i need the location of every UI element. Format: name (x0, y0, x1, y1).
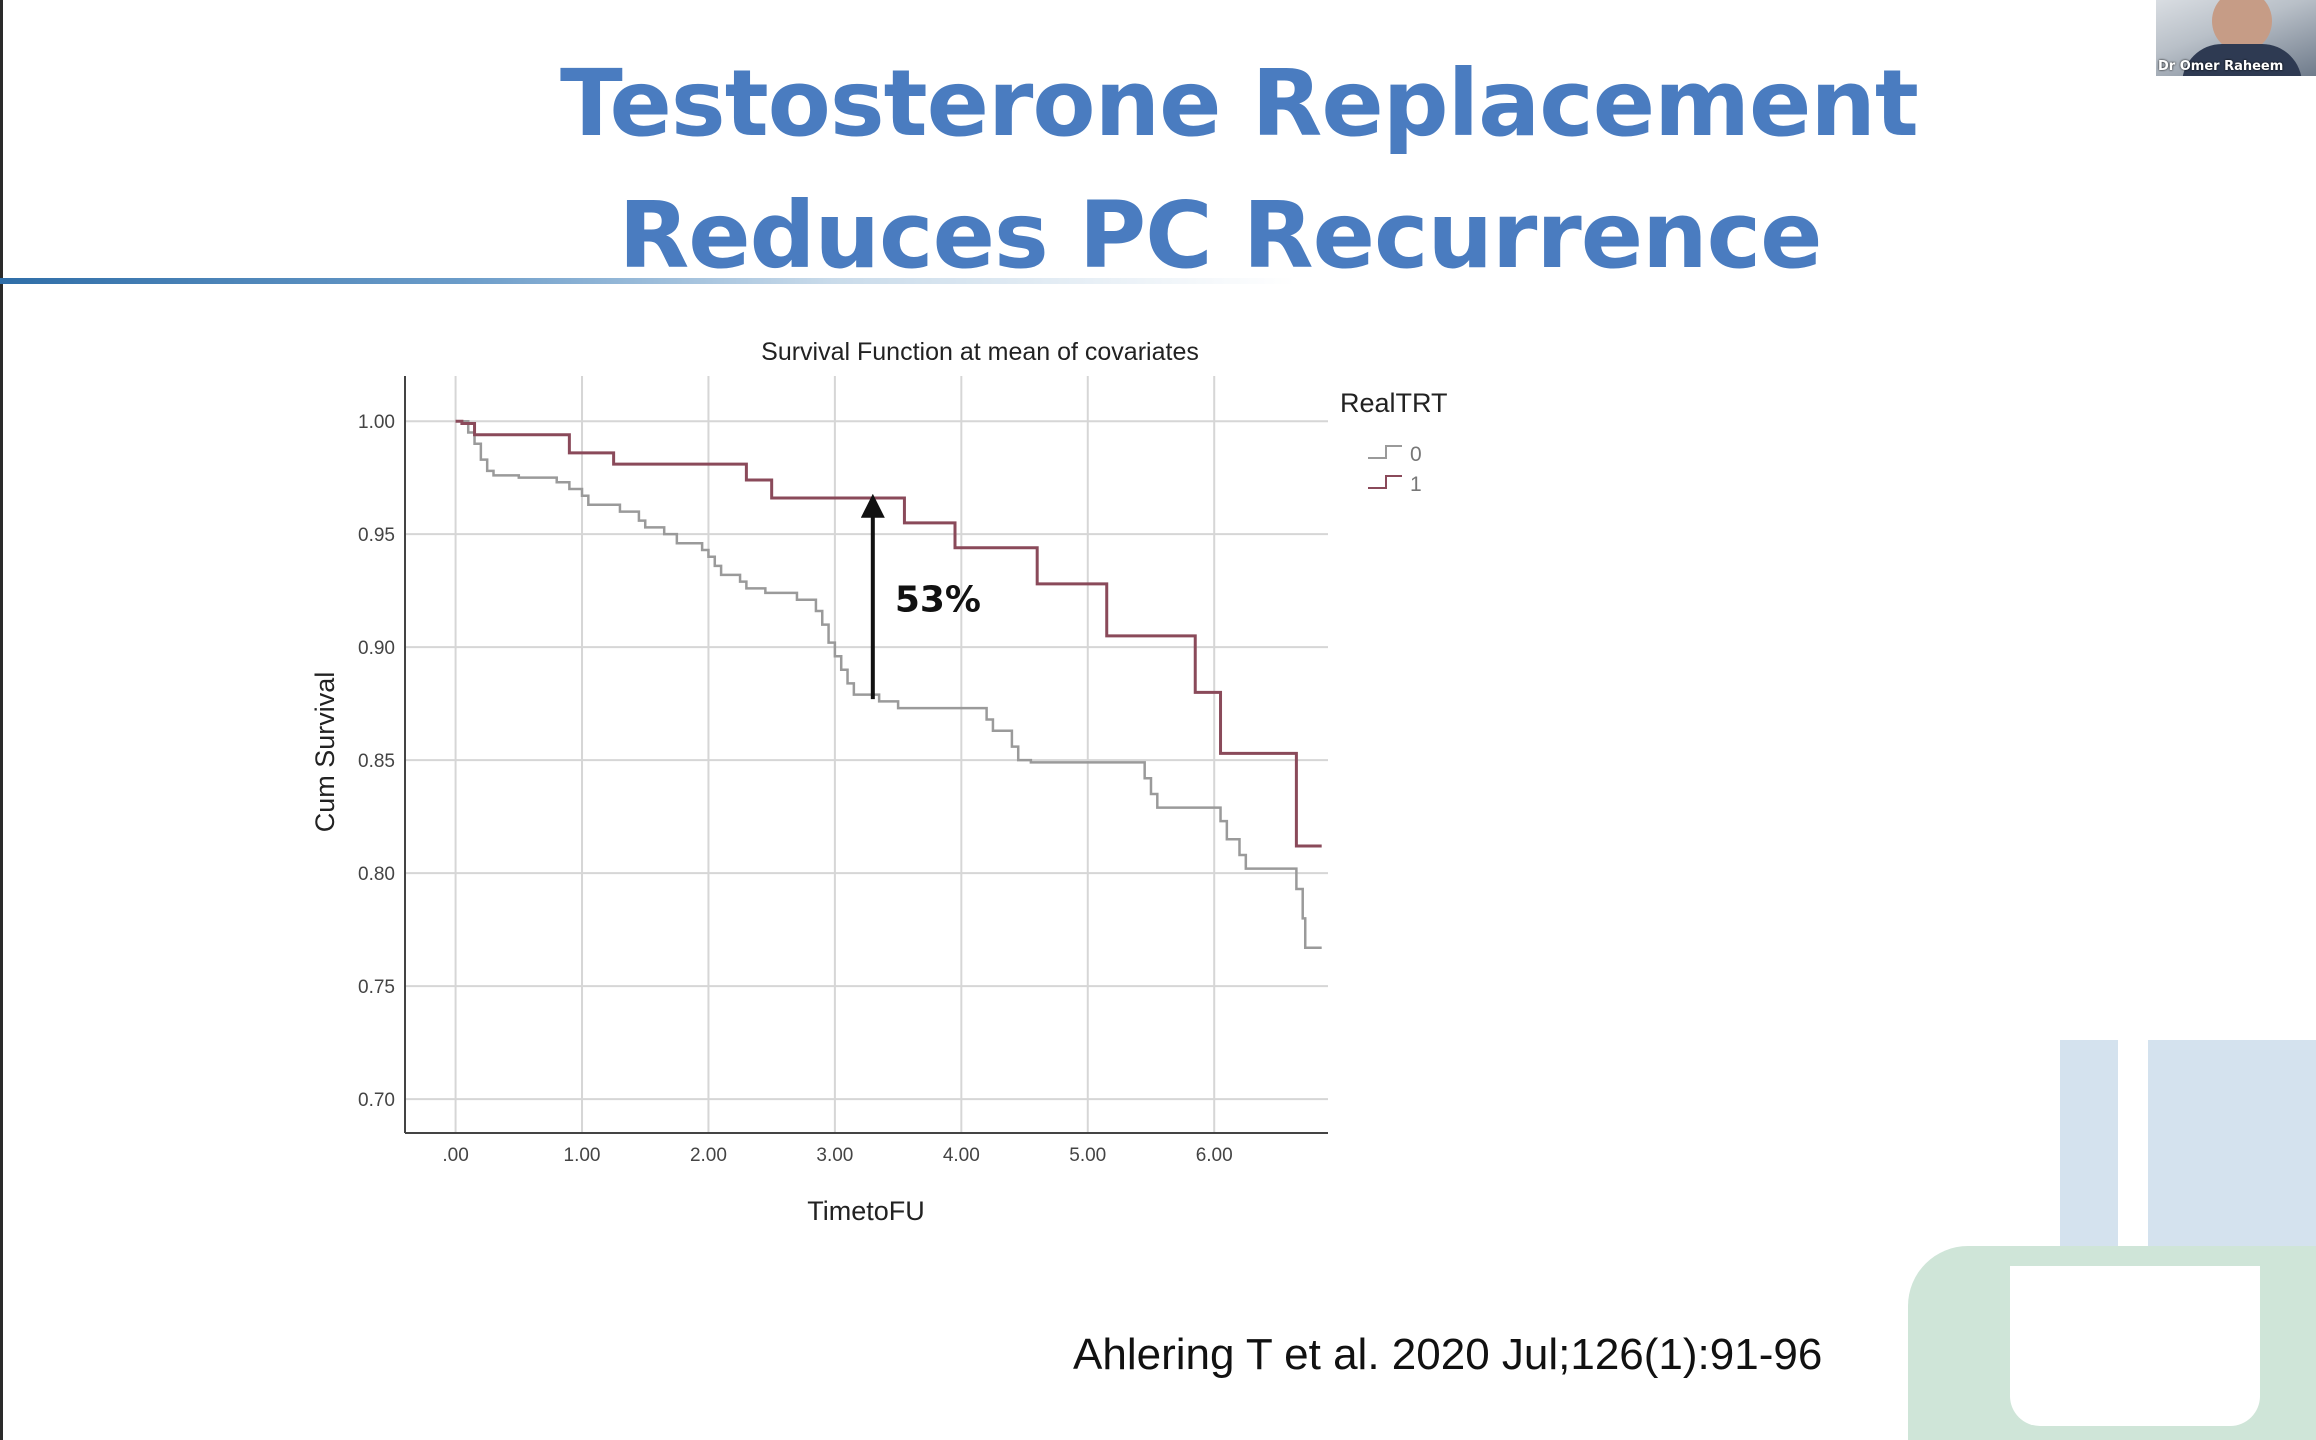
y-tick-label: 0.90 (358, 638, 395, 659)
x-tick-label: 1.00 (564, 1145, 601, 1166)
y-tick-label: 1.00 (358, 412, 395, 433)
difference-label: 53% (895, 579, 981, 620)
chart-axes (404, 376, 1328, 1134)
legend-swatch-series-0 (1368, 445, 1402, 459)
citation-reference: Ahlering T et al. 2020 Jul;126(1):91-96 (1073, 1330, 1823, 1379)
y-axis-label: Cum Survival (310, 672, 340, 833)
x-tick-label: 3.00 (816, 1145, 853, 1166)
legend-label-series-0: 0 (1410, 443, 1422, 466)
legend-title: RealTRT (1340, 388, 1448, 418)
legend-swatch-series-1 (1368, 475, 1402, 489)
x-tick-label: 5.00 (1069, 1145, 1106, 1166)
chart-legend: RealTRT 0 1 (1340, 388, 1448, 496)
y-tick-label: 0.85 (358, 751, 395, 772)
slide-title-line-2: Reduces PC Recurrence (618, 182, 1822, 289)
title-divider (0, 278, 1850, 284)
y-tick-label: 0.70 (358, 1090, 395, 1111)
chart-tick-labels: .00 1.00 2.00 3.00 4.00 5.00 6.00 0.70 0.75 0.80 0… (358, 412, 1233, 1166)
x-tick-label: .00 (442, 1145, 468, 1166)
y-tick-label: 0.80 (358, 864, 395, 885)
survival-curve-series-0 (455, 419, 1322, 949)
chart-title: Survival Function at mean of covariates (761, 338, 1199, 366)
chart-series (455, 419, 1322, 949)
presenter-avatar (2212, 0, 2272, 52)
x-tick-label: 6.00 (1196, 1145, 1233, 1166)
slide-title-line-1: Testosterone Replacement (560, 50, 1919, 157)
slide-left-border (0, 0, 3, 1440)
x-tick-label: 4.00 (943, 1145, 980, 1166)
presenter-shoulders (2182, 44, 2302, 76)
logo-decoration-bar-right (2148, 1040, 2316, 1276)
x-axis-label: TimetoFU (807, 1196, 925, 1226)
chart-gridlines (405, 376, 1328, 1133)
chart-annotations: 53% (860, 493, 981, 700)
x-tick-label: 2.00 (690, 1145, 727, 1166)
survival-curve-series-1 (455, 419, 1322, 848)
logo-decoration-cutout (2010, 1266, 2260, 1426)
y-tick-label: 0.95 (358, 525, 395, 546)
slide-title: Testosterone Replacement Reduces PC Recu… (560, 38, 1919, 302)
y-tick-label: 0.75 (358, 977, 395, 998)
legend-label-series-1: 1 (1410, 473, 1422, 496)
presenter-name-label: Dr Omer Raheem (2158, 59, 2284, 74)
presenter-video-tile[interactable]: Dr Omer Raheem (2156, 0, 2316, 76)
